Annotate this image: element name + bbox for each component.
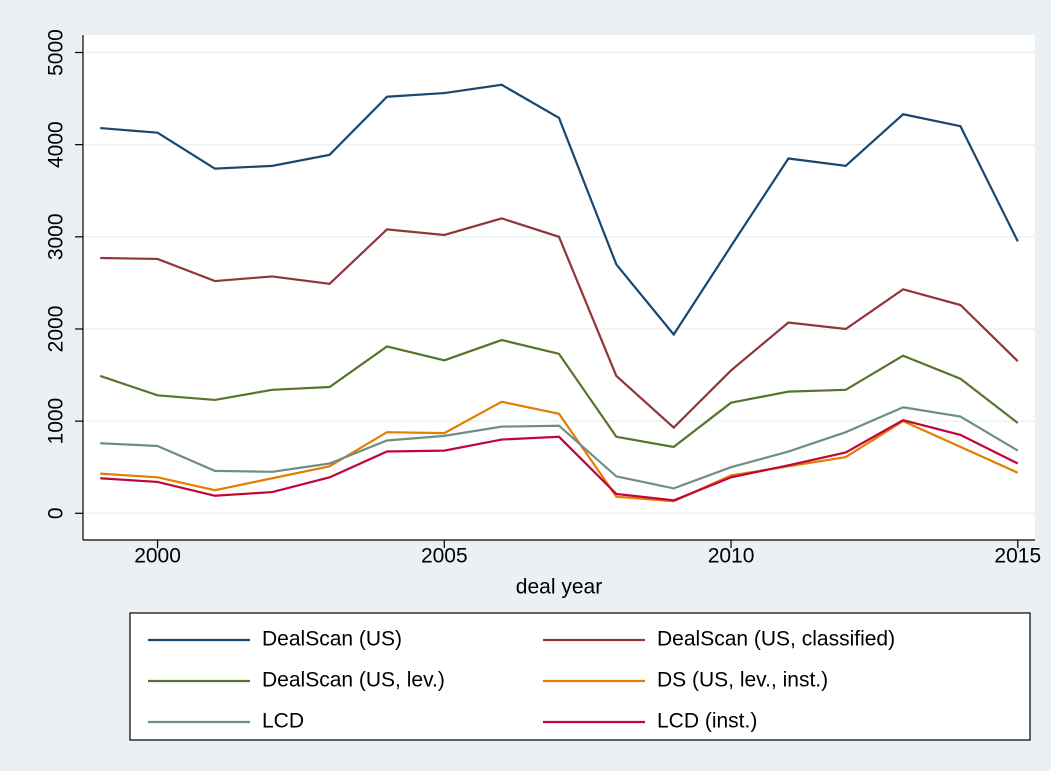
legend-label: DealScan (US, classified)	[657, 628, 895, 651]
x-tick-label: 2010	[708, 545, 755, 568]
series-line	[99, 338, 1019, 449]
legend-label: LCD	[262, 710, 304, 733]
legend-label: DealScan (US, lev.)	[262, 669, 445, 692]
y-tick-label: 4000	[45, 121, 68, 168]
x-tick-label: 2015	[994, 545, 1041, 568]
series-line	[100, 406, 1019, 490]
x-tick-label: 2005	[421, 545, 468, 568]
legend-label: LCD (inst.)	[657, 710, 757, 733]
y-tick-label: 3000	[45, 213, 68, 260]
series-line	[100, 400, 1019, 503]
x-axis-label: deal year	[516, 576, 602, 599]
legend-label: DealScan (US)	[262, 628, 402, 651]
y-tick-label: 1000	[45, 398, 68, 445]
y-tick-label: 2000	[45, 306, 68, 353]
y-tick-label: 0	[45, 507, 68, 519]
plot-area	[83, 35, 1035, 540]
series-line	[100, 83, 1019, 337]
legend-box	[129, 612, 1031, 741]
x-tick-label: 2000	[134, 545, 181, 568]
y-tick-label: 5000	[45, 29, 68, 76]
legend-label: DS (US, lev., inst.)	[657, 669, 828, 692]
series-line	[100, 217, 1019, 430]
series-line	[100, 419, 1019, 502]
